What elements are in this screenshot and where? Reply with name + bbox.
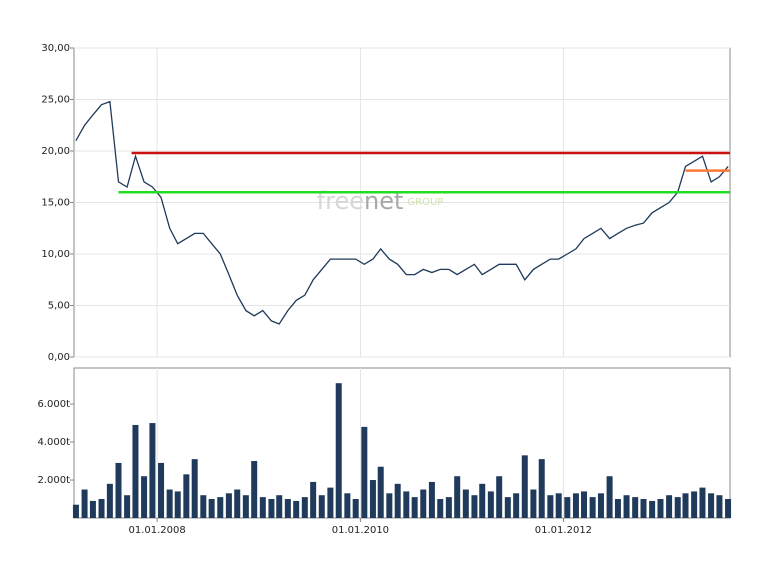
volume-bar	[403, 491, 410, 518]
volume-bar	[234, 489, 241, 518]
volume-bar	[513, 493, 520, 518]
volume-bar	[487, 491, 494, 518]
y-tick-label: 0,00	[48, 352, 70, 363]
volume-bar	[521, 455, 528, 518]
volume-bar	[327, 487, 334, 518]
volume-bar	[496, 476, 503, 518]
volume-bar	[166, 489, 173, 518]
volume-bar	[649, 500, 656, 518]
volume-bar	[81, 489, 88, 518]
volume-bar	[259, 497, 266, 518]
volume-bar	[335, 383, 342, 518]
volume-bar	[310, 481, 317, 518]
volume-bar	[158, 462, 165, 518]
volume-bar	[657, 499, 664, 518]
volume-bar	[394, 483, 401, 518]
volume-bar	[462, 489, 469, 518]
volume-bar	[691, 491, 698, 518]
volume-bar	[411, 497, 418, 518]
volume-bar	[479, 483, 486, 518]
y-tick-label: 30,00	[41, 43, 70, 54]
volume-bar	[208, 499, 215, 518]
watermark-group: GROUP	[407, 197, 443, 208]
volume-bar	[589, 497, 596, 518]
volume-bar	[632, 497, 639, 518]
volume-bar	[225, 493, 232, 518]
volume-bar	[504, 497, 511, 518]
volume-bar	[538, 459, 545, 518]
y-tick-label: 5,00	[48, 301, 70, 312]
y-tick-label: 20,00	[41, 146, 70, 157]
price-line	[75, 100, 729, 325]
volume-bar	[564, 497, 571, 518]
y-tick-label: 2.000t	[37, 475, 70, 486]
volume-bar	[699, 487, 706, 518]
volume-bar	[183, 474, 190, 518]
volume-bar	[369, 480, 376, 518]
volume-bar	[597, 493, 604, 518]
volume-bar	[217, 497, 224, 518]
volume-bar	[174, 491, 181, 518]
y-tick-label: 25,00	[41, 95, 70, 106]
volume-bar	[471, 495, 478, 518]
volume-bar	[132, 424, 139, 518]
volume-bar	[318, 495, 325, 518]
volume-bar	[445, 497, 452, 518]
volume-bar	[361, 426, 368, 518]
volume-bar	[420, 489, 427, 518]
volume-bar	[377, 466, 384, 518]
volume-bar	[268, 499, 275, 518]
volume-bar	[674, 497, 681, 518]
volume-bar	[149, 423, 156, 518]
volume-bar	[191, 459, 198, 518]
volume-bar	[708, 493, 715, 518]
x-tick-label: 01.01.2010	[332, 525, 389, 536]
volume-bar	[352, 499, 359, 518]
volume-bar	[640, 499, 647, 518]
volume-bar	[623, 495, 630, 518]
volume-bar	[89, 500, 96, 518]
volume-bar	[716, 495, 723, 518]
y-tick-label: 4.000t	[37, 437, 70, 448]
x-tick-label: 01.01.2012	[535, 525, 592, 536]
volume-bar	[115, 462, 122, 518]
volume-panel	[73, 367, 731, 519]
volume-bar	[547, 495, 554, 518]
volume-bar	[251, 461, 258, 518]
volume-bar	[606, 476, 613, 518]
volume-bar	[344, 493, 351, 518]
volume-bar	[530, 489, 537, 518]
volume-bar	[428, 481, 435, 518]
volume-bar	[572, 493, 579, 518]
volume-bar	[284, 499, 291, 518]
volume-bar	[614, 499, 621, 518]
volume-bar	[200, 495, 207, 518]
volume-bar	[301, 497, 308, 518]
volume-bar	[276, 495, 283, 518]
volume-bar	[106, 483, 113, 518]
volume-bar	[581, 491, 588, 518]
x-tick-label: 01.01.2008	[129, 525, 186, 536]
volume-bar	[98, 499, 105, 518]
volume-bar	[682, 493, 689, 518]
volume-bar	[124, 495, 131, 518]
volume-bar	[72, 504, 79, 518]
volume-bar	[725, 499, 732, 518]
volume-bar	[141, 476, 148, 518]
volume-bar	[555, 493, 562, 518]
volume-bar	[386, 493, 393, 518]
volume-bar	[242, 495, 249, 518]
volume-bar	[454, 476, 461, 518]
volume-bar	[293, 500, 300, 518]
y-tick-label: 15,00	[41, 198, 70, 209]
y-tick-label: 6.000t	[37, 399, 70, 410]
y-tick-label: 10,00	[41, 249, 70, 260]
volume-bar	[666, 495, 673, 518]
volume-bar	[437, 499, 444, 518]
